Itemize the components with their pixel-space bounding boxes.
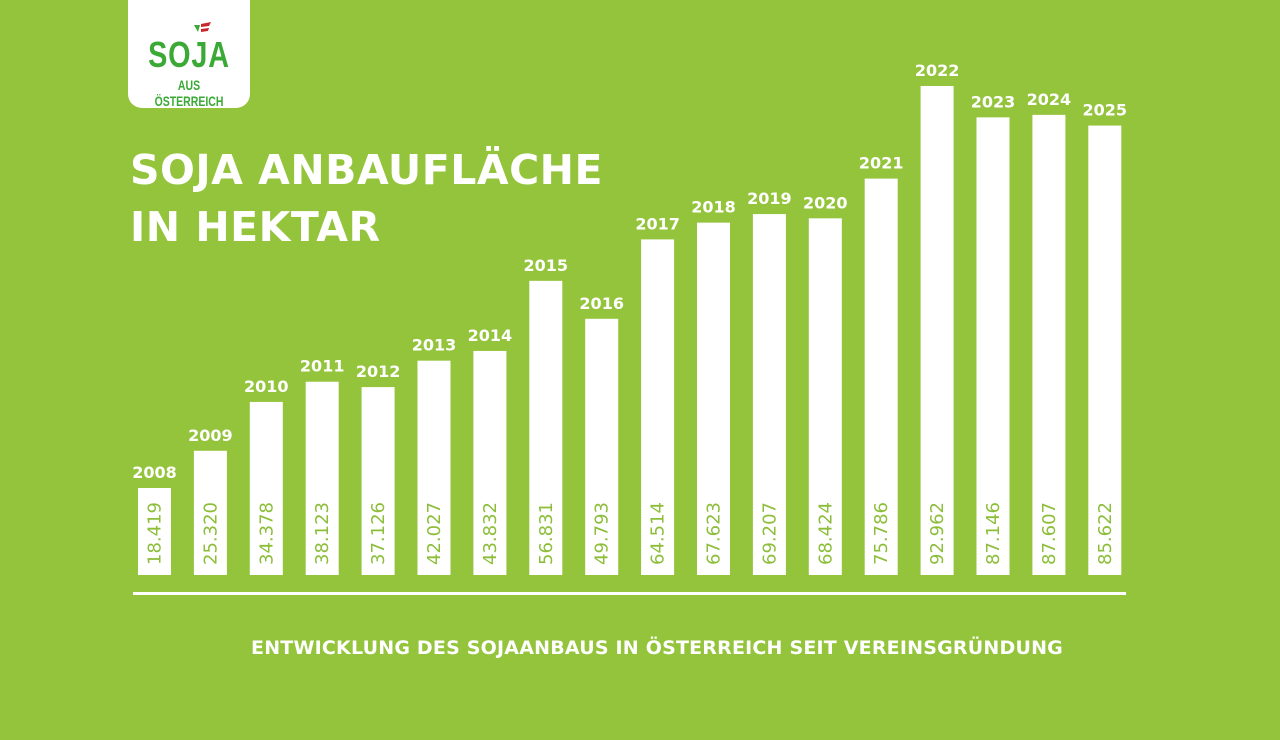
value-label: 49.793 [592,502,613,565]
year-label: 2016 [579,294,624,313]
year-label: 2019 [747,189,792,208]
bar-2012 [361,387,395,575]
chart-title: SOJA ANBAUFLÄCHE IN HEKTAR [130,142,603,256]
value-label: 38.123 [312,502,333,565]
value-label: 85.622 [1095,502,1116,565]
year-label: 2010 [244,377,289,396]
logo-main-text: SOJA [148,34,230,75]
year-label: 2022 [915,61,960,80]
year-label: 2025 [1083,101,1128,120]
title-line-2: IN HEKTAR [130,203,381,251]
bar-2019 [752,214,786,575]
bar-2014 [473,350,507,575]
bar-2008 [138,488,171,575]
logo-sub-text: AUS ÖSTERREICH [154,77,224,109]
year-label: 2024 [1027,90,1072,109]
value-label: 67.623 [704,502,725,565]
year-label: 2009 [188,426,233,445]
year-label: 2014 [468,326,513,345]
value-label: 87.146 [983,502,1004,565]
year-label: 2017 [635,214,680,233]
bar-2011 [305,381,339,575]
baseline [133,592,1126,595]
bar-2017 [641,239,675,575]
bar-2016 [585,318,619,575]
value-label: 87.607 [1039,502,1060,565]
bar-2023 [976,117,1010,576]
year-label: 2013 [412,336,457,355]
bar-2018 [697,222,730,575]
value-label: 18.419 [145,502,166,565]
value-label: 92.962 [927,502,948,565]
bar-2010 [249,401,283,575]
chart-subtitle: ENTWICKLUNG DES SOJAANBAUS IN ÖSTERREICH… [251,637,1063,659]
title-line-1: SOJA ANBAUFLÄCHE [130,146,603,194]
bar-2015 [529,280,563,575]
year-label: 2012 [356,362,401,381]
bar-2021 [864,178,898,576]
bar-2025 [1088,125,1122,576]
value-label: 68.424 [815,502,836,565]
bar-2020 [808,218,842,575]
value-label: 34.378 [256,502,277,565]
year-label: 2018 [691,198,736,217]
leaf-flag-icon [194,22,211,32]
value-label: 42.027 [424,502,445,565]
value-label: 69.207 [759,502,780,565]
year-label: 2021 [859,154,904,173]
value-label: 25.320 [200,502,221,565]
bar-2024 [1032,114,1066,576]
bar-2022 [920,85,954,576]
logo: SOJA AUS ÖSTERREICH [128,0,250,109]
value-label: 75.786 [871,502,892,565]
year-label: 2020 [803,193,848,212]
value-label: 37.126 [368,502,389,565]
bar-2013 [417,360,451,575]
value-label: 56.831 [536,502,557,565]
year-label: 2015 [524,256,569,275]
value-label: 64.514 [648,502,669,565]
year-label: 2011 [300,357,345,376]
bar-2009 [193,450,227,575]
value-label: 43.832 [480,502,501,565]
year-label: 2008 [132,463,177,482]
year-label: 2023 [971,92,1016,111]
